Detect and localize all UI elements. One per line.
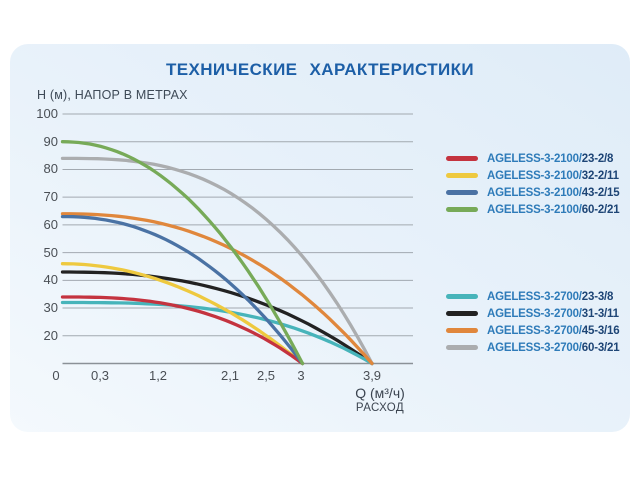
legend-item: AGELESS-3-2700/60-3/21 — [446, 339, 620, 356]
legend-label-suffix: 23-2/8 — [581, 152, 614, 165]
legend-swatch — [446, 311, 478, 316]
y-tick-label: 30 — [43, 300, 58, 316]
legend-label-prefix: AGELESS-3-2100/ — [487, 203, 582, 216]
curve-2100-23-2/8 — [60, 295, 305, 366]
legend-label: AGELESS-3-2700/31-3/11 — [487, 308, 619, 320]
chart-title: ТЕХНИЧЕСКИЕ ХАРАКТЕРИСТИКИ — [165, 60, 475, 79]
legend-label-prefix: AGELESS-3-2100/ — [487, 186, 582, 199]
legend-swatch — [446, 207, 478, 212]
legend-item: AGELESS-3-2100/23-2/8 — [446, 150, 619, 167]
x-axis-title-flow: Q (м³/ч) — [355, 385, 405, 401]
legend-label-prefix: AGELESS-3-2700/ — [487, 324, 582, 337]
x-tick-label: 1,2 — [148, 368, 168, 383]
curve-2100-32-2/11 — [60, 262, 305, 366]
legend-label-prefix: AGELESS-3-2100/ — [487, 152, 582, 165]
y-tick-label: 60 — [43, 216, 58, 232]
legend-label: AGELESS-3-2700/60-3/21 — [487, 341, 620, 354]
curve-2700-60-3/21 — [60, 156, 374, 366]
legend-group-2100: AGELESS-3-2100/23-2/8 AGELESS-3-2100/32-2… — [446, 150, 620, 218]
y-tick-label: 50 — [43, 244, 58, 260]
y-tick-label: 80 — [43, 161, 58, 177]
legend-label: AGELESS-3-2100/32-2/11 — [487, 170, 619, 182]
legend-label-prefix: AGELESS-3-2700/ — [487, 307, 582, 320]
legend-label: AGELESS-3-2700/45-3/16 — [487, 324, 620, 337]
legend-label-suffix: 45-3/16 — [581, 324, 620, 337]
legend-label: AGELESS-3-2100/23-2/8 — [487, 153, 613, 165]
x-tick-label: 0,3 — [90, 368, 110, 383]
y-tick-label: 100 — [36, 106, 58, 122]
legend-label: AGELESS-3-2700/23-3/8 — [487, 291, 613, 303]
chart-card — [10, 44, 630, 432]
legend-label-suffix: 60-3/21 — [581, 341, 620, 354]
y-tick-label: 90 — [43, 133, 58, 149]
x-tick-label: 2,5 — [256, 368, 276, 383]
y-tick-label: 20 — [43, 327, 58, 343]
x-tick-label: 0 — [52, 368, 60, 383]
legend-swatch — [446, 328, 478, 333]
legend-label-suffix: 32-2/11 — [581, 169, 619, 182]
legend-swatch — [446, 190, 478, 195]
legend-label-suffix: 43-2/15 — [581, 186, 620, 199]
curve-2700-45-3/16 — [60, 212, 374, 366]
legend-label-prefix: AGELESS-3-2100/ — [487, 169, 582, 182]
legend-item: AGELESS-3-2700/23-3/8 — [446, 288, 619, 305]
legend-label-prefix: AGELESS-3-2700/ — [487, 290, 582, 303]
legend-item: AGELESS-3-2100/32-2/11 — [446, 167, 619, 184]
curve-2100-43-2/15 — [60, 214, 305, 366]
y-axis-title: Н (м), НАПОР В МЕТРАХ — [37, 88, 188, 102]
x-axis-title: Q (м³/ч) РАСХОД — [340, 385, 420, 414]
x-tick-label: 3 — [297, 368, 305, 383]
legend-item: AGELESS-3-2700/31-3/11 — [446, 305, 619, 322]
legend-swatch — [446, 156, 478, 161]
legend-swatch — [446, 345, 478, 350]
x-axis-title-rashod: РАСХОД — [355, 402, 405, 414]
legend-label-suffix: 23-3/8 — [581, 290, 614, 303]
legend-label-suffix: 31-3/11 — [581, 307, 619, 320]
curve-2100-60-2/21 — [60, 140, 305, 366]
legend-label-suffix: 60-2/21 — [581, 203, 620, 216]
curve-2700-23-3/8 — [60, 300, 374, 366]
legend-label: AGELESS-3-2100/60-2/21 — [487, 203, 620, 216]
y-tick-label: 70 — [43, 189, 58, 205]
x-tick-label: 2,1 — [220, 368, 240, 383]
legend-label-prefix: AGELESS-3-2700/ — [487, 341, 582, 354]
legend-swatch — [446, 173, 478, 178]
y-tick-label: 40 — [43, 272, 58, 288]
x-tick-label: 3,9 — [362, 368, 382, 383]
legend-label: AGELESS-3-2100/43-2/15 — [487, 186, 620, 199]
legend-item: AGELESS-3-2100/60-2/21 — [446, 201, 620, 218]
legend-swatch — [446, 294, 478, 299]
legend-item: AGELESS-3-2100/43-2/15 — [446, 184, 620, 201]
legend-item: AGELESS-3-2700/45-3/16 — [446, 322, 620, 339]
legend-group-2700: AGELESS-3-2700/23-3/8 AGELESS-3-2700/31-3… — [446, 288, 620, 356]
curve-2700-31-3/11 — [60, 270, 374, 366]
